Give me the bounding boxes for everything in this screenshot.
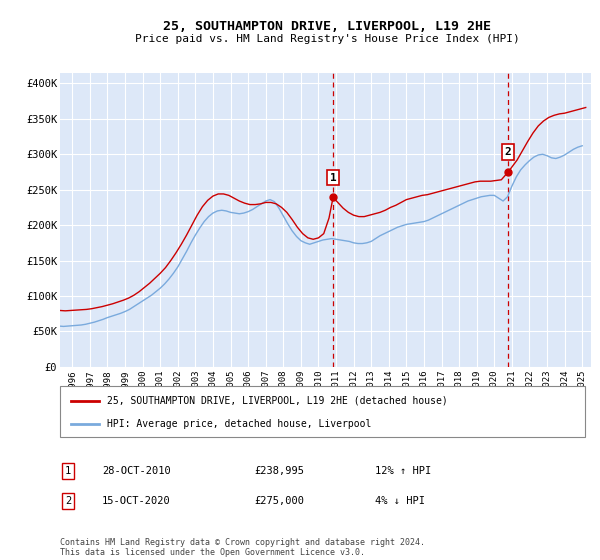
Text: 2: 2 — [505, 147, 512, 157]
Text: 15-OCT-2020: 15-OCT-2020 — [102, 496, 171, 506]
Text: HPI: Average price, detached house, Liverpool: HPI: Average price, detached house, Live… — [107, 419, 371, 429]
Text: Price paid vs. HM Land Registry's House Price Index (HPI): Price paid vs. HM Land Registry's House … — [134, 34, 520, 44]
Text: 1: 1 — [329, 172, 337, 183]
Text: 28-OCT-2010: 28-OCT-2010 — [102, 466, 171, 476]
Text: £238,995: £238,995 — [254, 466, 304, 476]
FancyBboxPatch shape — [60, 386, 585, 437]
Text: 25, SOUTHAMPTON DRIVE, LIVERPOOL, L19 2HE (detached house): 25, SOUTHAMPTON DRIVE, LIVERPOOL, L19 2H… — [107, 395, 448, 405]
Text: £275,000: £275,000 — [254, 496, 304, 506]
Text: 2: 2 — [65, 496, 71, 506]
Text: 1: 1 — [65, 466, 71, 476]
Text: 25, SOUTHAMPTON DRIVE, LIVERPOOL, L19 2HE: 25, SOUTHAMPTON DRIVE, LIVERPOOL, L19 2H… — [163, 20, 491, 32]
Text: Contains HM Land Registry data © Crown copyright and database right 2024.
This d: Contains HM Land Registry data © Crown c… — [60, 538, 425, 557]
Text: 12% ↑ HPI: 12% ↑ HPI — [375, 466, 431, 476]
Text: 4% ↓ HPI: 4% ↓ HPI — [375, 496, 425, 506]
